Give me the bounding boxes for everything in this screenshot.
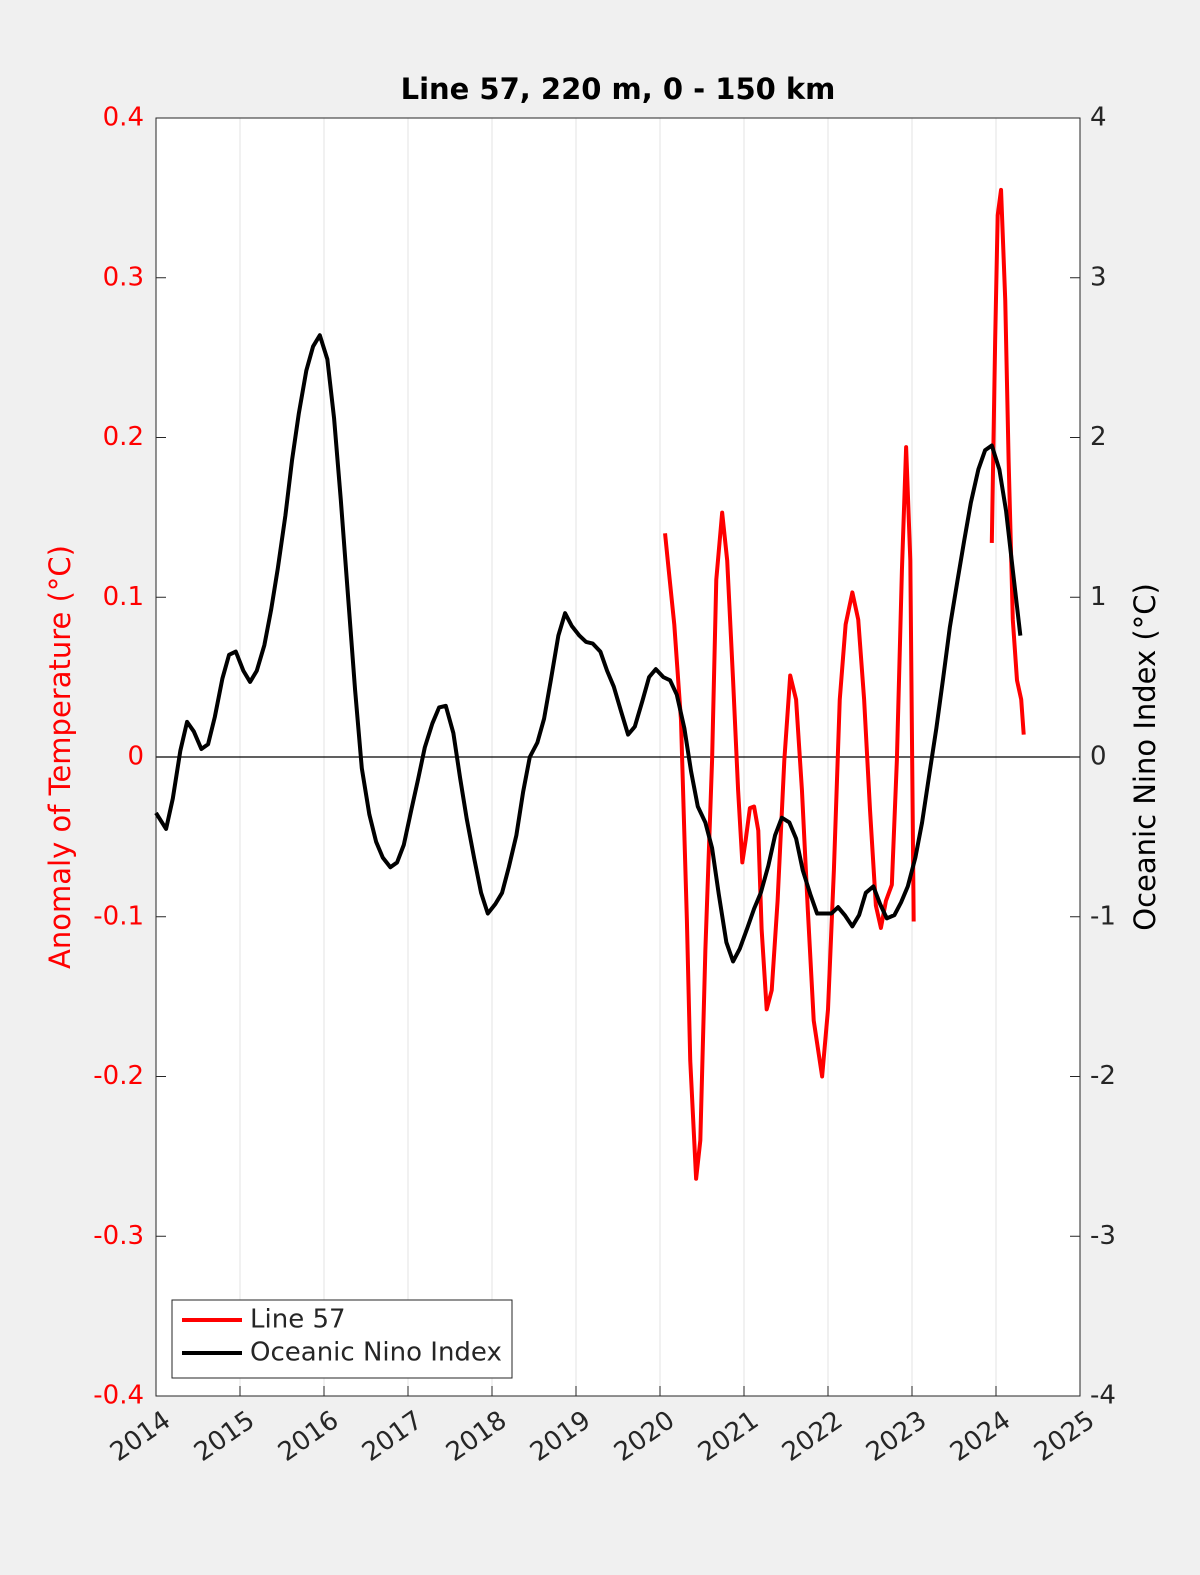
legend-label: Oceanic Nino Index [250, 1338, 502, 1368]
y-tick-label: -0.3 [93, 1221, 144, 1251]
x-tick-label: 2018 [441, 1405, 512, 1468]
y-tick-label: 0.4 [103, 103, 144, 133]
y2-tick-label: -4 [1090, 1381, 1116, 1411]
x-tick-label: 2014 [105, 1405, 176, 1468]
x-tick-label: 2021 [693, 1405, 764, 1468]
y-tick-label: -0.2 [93, 1061, 144, 1091]
y-tick-label: 0 [127, 742, 144, 772]
y-tick-label: -0.1 [93, 901, 144, 931]
y2-tick-label: 0 [1090, 742, 1107, 772]
legend-box [171, 1299, 513, 1379]
y2-tick-label: 3 [1090, 262, 1107, 292]
x-tick-label: 2024 [945, 1405, 1016, 1468]
y2-tick-label: -2 [1090, 1061, 1116, 1091]
x-tick-label: 2023 [861, 1405, 932, 1468]
y-tick-label: 0.1 [103, 582, 144, 612]
x-tick-label: 2019 [525, 1405, 596, 1468]
y-tick-label: -0.4 [93, 1381, 144, 1411]
series-line [663, 187, 1026, 1181]
x-tick-label: 2017 [357, 1405, 428, 1468]
plot-frame [155, 117, 1081, 1397]
y-axis-label: Anomaly of Temperature (°C) [43, 545, 77, 969]
y2-tick-label: -1 [1090, 901, 1116, 931]
y2-axis-label: Oceanic Nino Index (°C) [1128, 583, 1162, 931]
x-tick-label: 2016 [273, 1405, 344, 1468]
y2-tick-label: -3 [1090, 1221, 1116, 1251]
x-tick-label: 2015 [189, 1405, 260, 1468]
x-tick-label: 2022 [777, 1405, 848, 1468]
y-tick-label: 0.2 [103, 422, 144, 452]
y2-tick-label: 2 [1090, 422, 1107, 452]
legend-label: Line 57 [250, 1305, 346, 1335]
x-tick-label: 2020 [609, 1405, 680, 1468]
y2-tick-label: 1 [1090, 582, 1107, 612]
y-tick-label: 0.3 [103, 262, 144, 292]
chart-title: Line 57, 220 m, 0 - 150 km [401, 72, 836, 106]
y2-tick-label: 4 [1090, 103, 1107, 133]
series-line [154, 333, 1023, 964]
x-tick-label: 2025 [1029, 1405, 1100, 1468]
